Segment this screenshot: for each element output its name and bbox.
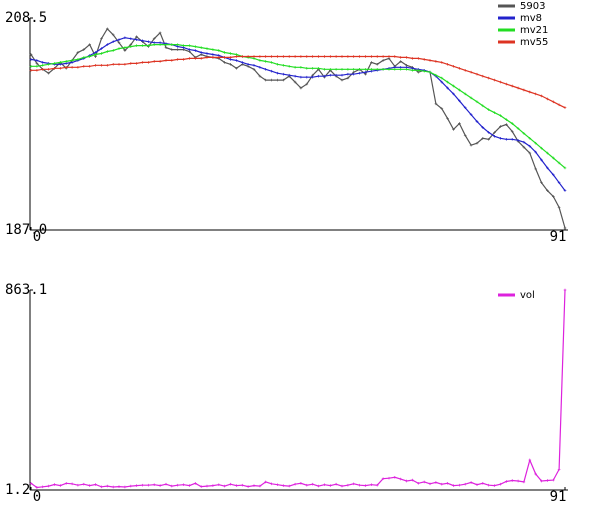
series-line <box>29 36 567 192</box>
legend-label: 5903 <box>520 1 545 12</box>
legend-label: mv21 <box>520 25 548 36</box>
legend-label: mv55 <box>520 37 548 48</box>
series-line <box>29 43 567 170</box>
x-tick-label: 0 <box>33 489 41 505</box>
y-tick-label: 863.1 <box>5 282 47 298</box>
x-tick-label: 91 <box>550 489 567 505</box>
series-line <box>29 55 567 110</box>
y-tick-label: 1.2 <box>5 482 30 498</box>
series-line <box>29 27 567 230</box>
x-tick-label: 91 <box>550 229 567 245</box>
y-tick-label: 208.5 <box>5 10 47 26</box>
legend-label: mv8 <box>520 13 542 24</box>
x-tick-label: 0 <box>33 229 41 245</box>
legend-label: vol <box>520 290 535 301</box>
series-line <box>29 288 567 489</box>
